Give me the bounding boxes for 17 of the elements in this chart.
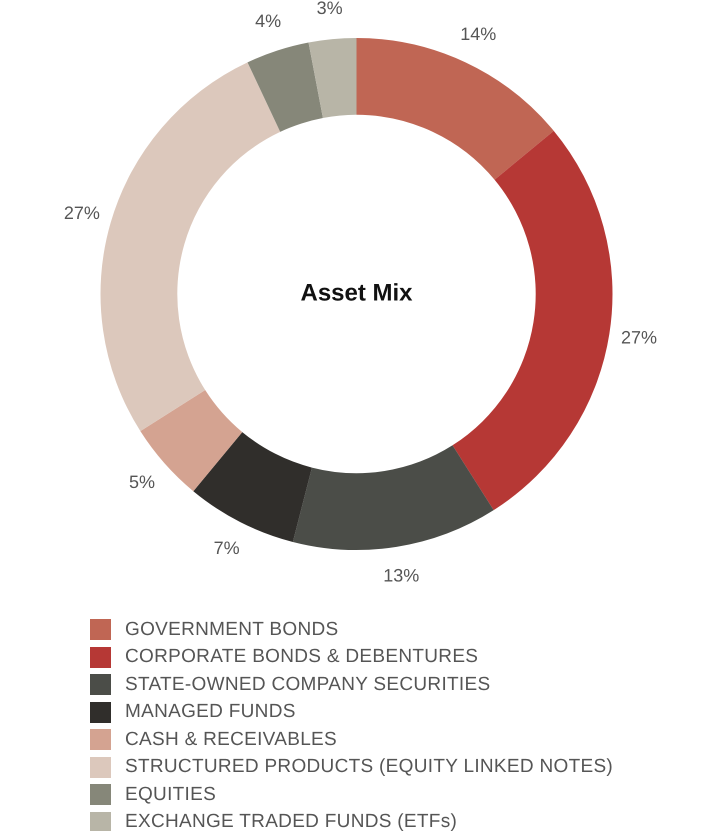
data-label: 13% [383,565,420,586]
data-label: 3% [316,0,343,18]
legend-label: STRUCTURED PRODUCTS (EQUITY LINKED NOTES) [125,756,614,778]
legend-label: CASH & RECEIVABLES [125,728,338,751]
legend-label: EXCHANGE TRADED FUNDS (ETFs) [125,811,458,831]
data-label: 27% [620,328,657,348]
data-label: 14% [460,24,496,44]
legend-label: CORPORATE BONDS & DEBENTURES [125,646,478,668]
data-label: 7% [214,538,240,558]
data-label: 4% [255,10,282,31]
legend-label: EQUITIES [125,784,216,806]
legend-label: MANAGED FUNDS [125,701,296,724]
data-label: 27% [64,203,100,224]
data-label: 5% [128,472,155,492]
text: Asset Mix [300,280,414,307]
legend-label: GOVERNMENT BONDS [125,618,338,641]
legend-label: STATE-OWNED COMPANY SECURITIES [125,674,490,696]
